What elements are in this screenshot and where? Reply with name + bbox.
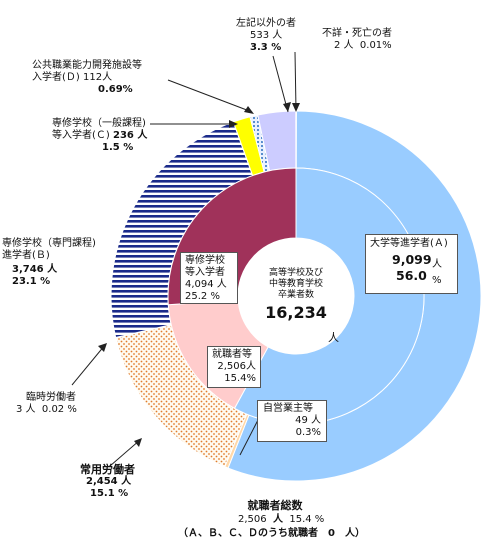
label-inner-senshu-line2: 等入学者	[185, 267, 225, 278]
label-inner-shushoku-pct: 15.4%	[224, 373, 256, 384]
label-unknown-pct: 0.01%	[359, 40, 392, 51]
label-c: 専修学校（一般課程) 等入学者(Ｃ) 236 人 1.5 %	[52, 118, 147, 154]
footer-count: 2,506	[238, 514, 267, 525]
outer-ring	[110, 110, 482, 482]
label-other-value: 533 人	[250, 30, 283, 41]
label-unknown-line1: 不詳・死亡の者	[322, 28, 392, 39]
label-other-pct: 3.3 %	[250, 42, 282, 53]
label-inner-senshu-value: 4,094 人	[185, 279, 227, 290]
label-a-value: 9,099	[392, 252, 432, 267]
outer-slice-5	[295, 110, 297, 169]
label-inner-shushoku-line1: 就職者等	[212, 349, 252, 360]
label-temp-value: 3 人	[16, 404, 36, 415]
label-a-name: 大学等進学者(Ａ)	[370, 238, 448, 249]
label-other-line1: 左記以外の者	[236, 18, 296, 29]
label-c-line1: 専修学校（一般課程)	[52, 118, 146, 129]
label-self-value: 49 人	[295, 415, 321, 426]
footer-title: 就職者総数	[247, 499, 303, 512]
leader-arrowheads	[98, 102, 300, 447]
label-inner-shushoku-value: 2,506人	[217, 361, 256, 372]
label-b-value: 3,746 人	[12, 264, 58, 275]
label-d-value: 112人	[83, 72, 113, 83]
footer-unit: 人	[273, 514, 283, 525]
label-inner-senshu-pct: 25.2 %	[185, 291, 220, 302]
label-regular: 常用労働者 2,454 人 15.1 %	[80, 464, 135, 500]
label-other: 左記以外の者 533 人 3.3 %	[236, 18, 296, 54]
label-self-line1: 自営業主等	[263, 403, 313, 414]
label-c-line2: 等入学者(Ｃ)	[52, 130, 110, 141]
label-inner-senshu-line1: 専修学校	[185, 255, 225, 266]
label-self-box: 自営業主等 49 人 0.3%	[257, 400, 327, 442]
total-value: 16,234	[265, 303, 327, 322]
label-a-unit: 人	[432, 259, 442, 270]
label-c-value: 236 人	[113, 130, 148, 141]
center-total: 高等学校及び 中等教育学校 卒業者数 16,234	[258, 268, 334, 323]
label-d: 公共職業能力開発施設等 入学者(Ｄ) 112人 0.69%	[32, 60, 142, 96]
label-regular-line1: 常用労働者	[80, 463, 135, 476]
label-b-pct: 23.1 %	[12, 276, 51, 287]
total-line-1: 高等学校及び	[268, 268, 323, 278]
label-inner-senshu-box: 専修学校 等入学者 4,094 人 25.2 %	[180, 252, 238, 304]
label-unknown-value: 2 人	[334, 40, 354, 51]
total-line-3: 卒業者数	[277, 290, 314, 300]
footer-line2: 2,506 人 15.4 %	[238, 514, 324, 526]
leader-lines	[71, 51, 297, 467]
label-a-pct: 56.0	[396, 268, 427, 283]
label-d-line2: 入学者(Ｄ)	[32, 72, 80, 83]
center-hole	[238, 238, 354, 354]
label-d-pct: 0.69%	[98, 84, 133, 95]
label-temp: 臨時労働者 3 人 0.02 %	[16, 392, 77, 416]
label-temp-pct: 0.02 %	[41, 404, 77, 415]
total-unit: 人	[328, 331, 339, 344]
label-b: 専修学校（専門課程) 進学者(Ｂ) 3,746 人 23.1 %	[2, 238, 96, 288]
footer-note: （Ａ、Ｂ、Ｃ、Ｄのうち就職者 0 人）	[178, 528, 365, 539]
footer-pct: 15.4 %	[289, 514, 325, 525]
label-temp-line1: 臨時労働者	[26, 392, 76, 403]
label-a-box: 大学等進学者(Ａ) 9,099 人 56.0 %	[365, 234, 458, 294]
label-inner-shushoku-box: 就職者等 2,506人 15.4%	[207, 346, 261, 388]
label-c-pct: 1.5 %	[102, 142, 134, 153]
label-regular-pct: 15.1 %	[90, 488, 129, 499]
label-b-line2: 進学者(Ｂ)	[2, 250, 50, 261]
label-a-pct-unit: %	[432, 275, 442, 286]
label-regular-value: 2,454 人	[86, 476, 132, 487]
label-b-line1: 専修学校（専門課程)	[2, 238, 96, 249]
total-line-2: 中等教育学校	[268, 279, 323, 289]
label-unknown: 不詳・死亡の者 2 人 0.01%	[322, 28, 392, 52]
label-d-line1: 公共職業能力開発施設等	[32, 60, 142, 71]
label-self-pct: 0.3%	[295, 427, 321, 438]
